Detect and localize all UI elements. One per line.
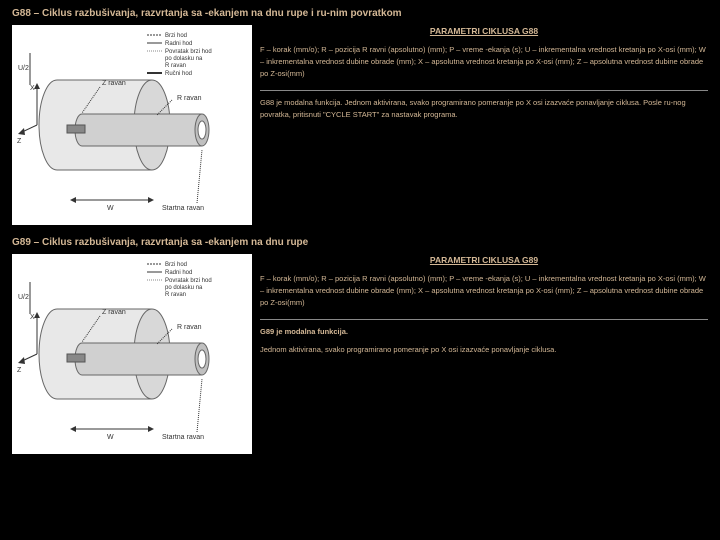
svg-text:Brzi hod: Brzi hod <box>165 33 187 39</box>
svg-text:Povratak brzi hod: Povratak brzi hod <box>165 278 212 284</box>
svg-text:U/2: U/2 <box>18 65 29 72</box>
diagram-g88: Brzi hod Radni hod Povratak brzi hod po … <box>12 25 252 225</box>
svg-text:R ravan: R ravan <box>177 324 202 331</box>
section-g88-content: Brzi hod Radni hod Povratak brzi hod po … <box>12 25 708 225</box>
section-g88-title: G88 – Ciklus razbušivanja, razvrtanja sa… <box>12 8 708 19</box>
svg-text:po dolasku na: po dolasku na <box>165 56 203 62</box>
svg-text:R ravan: R ravan <box>165 63 186 69</box>
diagram-g89: Brzi hod Radni hod Povratak brzi hod po … <box>12 254 252 454</box>
diagram-g89-svg: Brzi hod Radni hod Povratak brzi hod po … <box>12 254 252 454</box>
param-header-g88: PARAMETRI CIKLUSA G88 <box>260 25 708 38</box>
svg-text:Radni hod: Radni hod <box>165 270 192 276</box>
divider-g88 <box>260 90 708 91</box>
section-g89: G89 – Ciklus razbušivanja, razvrtanja sa… <box>12 237 708 454</box>
svg-text:Z: Z <box>17 367 22 374</box>
svg-text:Brzi hod: Brzi hod <box>165 262 187 268</box>
param-header-g89: PARAMETRI CIKLUSA G89 <box>260 254 708 267</box>
svg-text:Startna ravan: Startna ravan <box>162 434 204 441</box>
text-col-g89: PARAMETRI CIKLUSA G89 F – korak (mm/o); … <box>260 254 708 454</box>
text-col-g88: PARAMETRI CIKLUSA G88 F – korak (mm/o); … <box>260 25 708 225</box>
param-text-g88: F – korak (mm/o); R – pozicija R ravni (… <box>260 44 708 80</box>
svg-text:X: X <box>30 314 35 321</box>
svg-text:Z ravan: Z ravan <box>102 80 126 87</box>
svg-text:R ravan: R ravan <box>165 292 186 298</box>
svg-text:R ravan: R ravan <box>177 95 202 102</box>
divider-g89-1 <box>260 319 708 320</box>
svg-text:po dolasku na: po dolasku na <box>165 285 203 291</box>
svg-text:U/2: U/2 <box>18 294 29 301</box>
svg-text:X: X <box>30 85 35 92</box>
diagram-g88-svg: Brzi hod Radni hod Povratak brzi hod po … <box>12 25 252 225</box>
desc-text-g89-1: G89 je modalna funkcija. <box>260 326 708 338</box>
svg-text:Ručni hod: Ručni hod <box>165 71 192 77</box>
desc-text-g89-2: Jednom aktivirana, svako programirano po… <box>260 344 708 356</box>
svg-text:Z: Z <box>17 138 22 145</box>
param-text-g89: F – korak (mm/o); R – pozicija R ravni (… <box>260 273 708 309</box>
svg-text:Radni hod: Radni hod <box>165 41 192 47</box>
section-g89-title: G89 – Ciklus razbušivanja, razvrtanja sa… <box>12 237 708 248</box>
svg-text:W: W <box>107 434 114 441</box>
svg-text:Z ravan: Z ravan <box>102 309 126 316</box>
svg-text:W: W <box>107 205 114 212</box>
section-g88: G88 – Ciklus razbušivanja, razvrtanja sa… <box>12 8 708 225</box>
desc-text-g88: G88 je modalna funkcija. Jednom aktivira… <box>260 97 708 121</box>
section-g89-content: Brzi hod Radni hod Povratak brzi hod po … <box>12 254 708 454</box>
svg-text:Povratak brzi hod: Povratak brzi hod <box>165 49 212 55</box>
svg-text:Startna ravan: Startna ravan <box>162 205 204 212</box>
